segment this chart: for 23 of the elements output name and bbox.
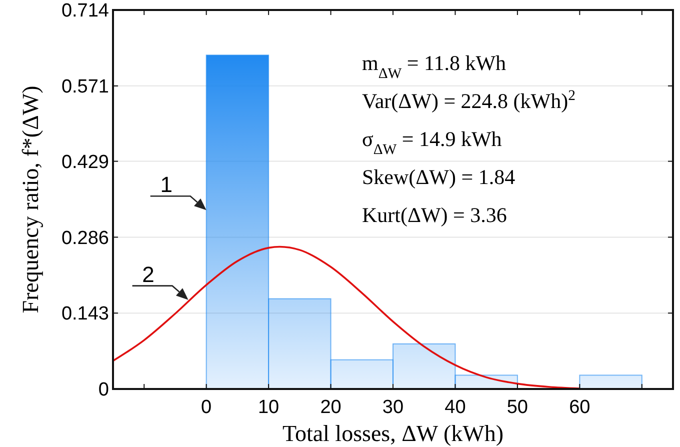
y-tick-label: 0.571 (61, 76, 109, 98)
line-series (113, 246, 581, 389)
annotation: Skew(ΔW) = 1.84 (362, 165, 516, 189)
x-tick-label: 60 (569, 397, 590, 418)
y-tick-label: 0.143 (61, 304, 109, 325)
y-tick-label: 0 (98, 380, 109, 401)
y-tick-label: 0.429 (61, 152, 109, 173)
x-tick-label: 10 (258, 397, 280, 418)
x-tick-label: 50 (506, 397, 528, 418)
annotation: Kurt(ΔW) = 3.36 (362, 203, 507, 227)
annotation: Var(ΔW) = 224.8 (kWh)$^{2}$ (362, 88, 576, 113)
x-tick-label: 30 (382, 397, 404, 418)
y-axis-title: Frequency ratio, f*(ΔW) (18, 86, 43, 314)
y-tick-label: 0.286 (61, 228, 109, 249)
y-tick-label: 0.714 (61, 0, 110, 22)
x-tick-label: 0 (201, 397, 212, 418)
x-tick-label: 40 (444, 397, 466, 418)
annotation: 1 (160, 172, 172, 198)
annotation: σ$_{ΔW}$ = 14.9 kWh (362, 127, 502, 158)
annotation: 2 (142, 262, 154, 287)
annotation: m$_{ΔW}$ = 11.8 kWh (362, 51, 507, 82)
x-axis-title: Total losses, ΔW (kWh) (282, 421, 504, 446)
x-tick-label: 20 (320, 397, 342, 418)
